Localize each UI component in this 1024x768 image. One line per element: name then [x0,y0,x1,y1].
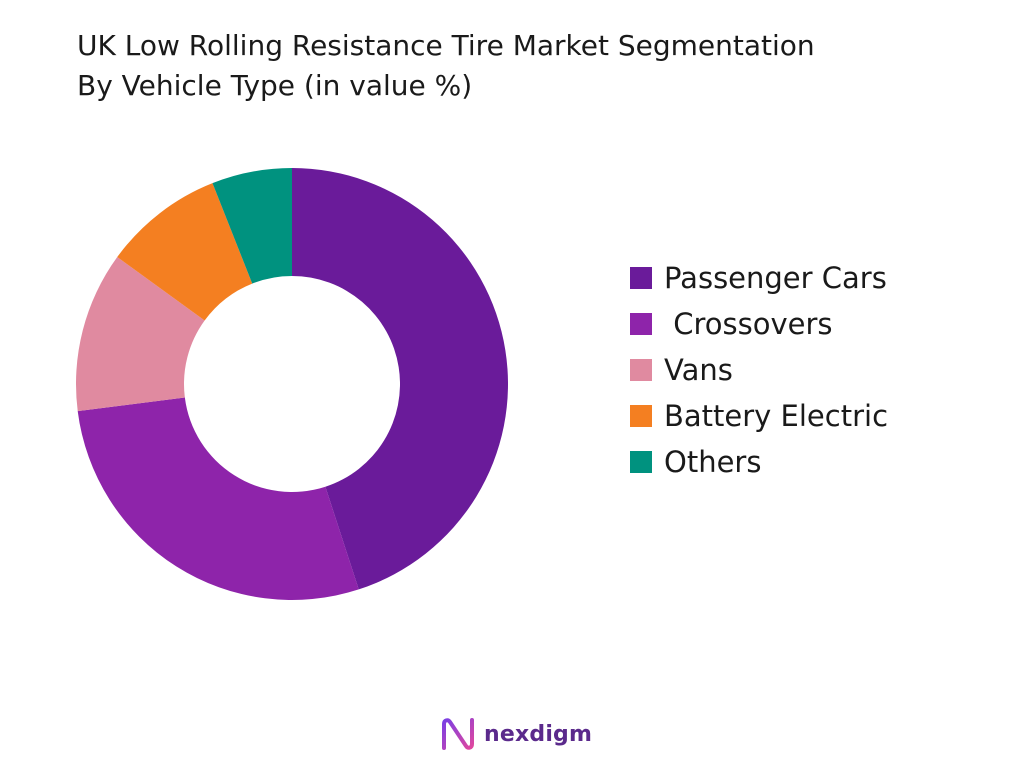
legend-swatch-passenger-cars [630,267,652,289]
slice-others [212,168,292,284]
legend-item-passenger-cars: Passenger Cars [630,261,888,295]
legend-label-passenger-cars: Passenger Cars [664,261,887,295]
legend-item-crossovers: Crossovers [630,307,888,341]
slice-vans [76,257,205,412]
chart-title: UK Low Rolling Resistance Tire Market Se… [77,26,957,106]
legend-item-vans: Vans [630,353,888,387]
legend-item-others: Others [630,445,888,479]
legend-item-battery-electric: Battery Electric [630,399,889,433]
legend-label-vans: Vans [664,353,733,387]
chart-title-line-1: UK Low Rolling Resistance Tire Market Se… [77,29,815,62]
slice-battery-electric [117,183,253,321]
legend-swatch-battery-electric [630,405,652,427]
slice-crossovers [77,397,359,601]
nexdigm-logo-icon [442,718,474,750]
chart-title-line-2: By Vehicle Type (in value %) [77,69,473,102]
legend-label-crossovers: Crossovers [664,307,833,341]
legend-swatch-crossovers [630,313,652,335]
legend-swatch-vans [630,359,652,381]
brand-name: nexdigm [484,721,593,747]
legend-swatch-others [630,451,652,473]
slice-passenger-cars [292,168,509,590]
chart-legend: Passenger Cars Crossovers Vans Battery Ele… [630,261,889,492]
legend-label-others: Others [664,445,762,479]
brand-footer: nexdigm [440,714,592,754]
legend-label-battery-electric: Battery Electric [664,399,889,433]
